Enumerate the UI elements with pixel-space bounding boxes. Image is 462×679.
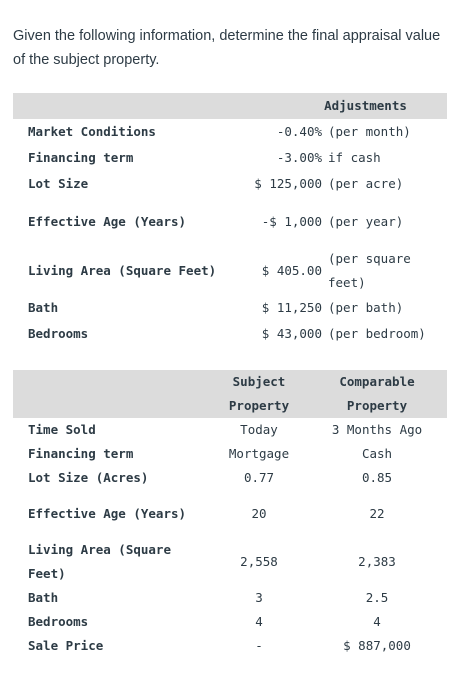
- table-row: Living Area (Square Feet) $ 405.00 (per …: [13, 246, 447, 295]
- adjustment-unit: (per bath): [328, 300, 404, 315]
- table-row: Bath 3 2.5: [13, 586, 447, 610]
- adjustments-header-row: Adjustments: [13, 93, 447, 119]
- adjustment-value: -$ 1,000: [261, 213, 322, 229]
- comparable-value: 0.85: [361, 470, 393, 485]
- row-label: Financing term: [28, 446, 134, 461]
- table-row: Effective Age (Years) -$ 1,000 (per year…: [13, 197, 447, 246]
- adjustment-value: $ 11,250: [261, 300, 322, 315]
- table-row: Living Area (Square Feet) 2,558 2,383: [13, 538, 447, 586]
- subject-value: 3: [255, 590, 263, 605]
- table-row: Effective Age (Years) 20 22: [13, 490, 447, 538]
- subject-header: Subject Property: [211, 370, 307, 418]
- comparable-value: Cash: [361, 446, 393, 461]
- comparable-value: 3 Months Ago: [331, 422, 423, 437]
- adjustment-label: Market Conditions: [28, 124, 156, 139]
- adjustments-header: Adjustments: [224, 93, 447, 119]
- table-row: Financing term Mortgage Cash: [13, 442, 447, 466]
- adjustment-label: Lot Size: [28, 176, 89, 191]
- adjustment-value: -0.40%: [276, 124, 322, 139]
- comparable-value: 4: [373, 614, 381, 629]
- adjustment-label: Living Area (Square Feet): [28, 262, 217, 278]
- adjustment-value: $ 43,000: [261, 326, 322, 341]
- subject-value: Today: [240, 422, 278, 437]
- comparable-value: 2,383: [358, 554, 396, 569]
- comparison-table: Subject Property Comparable Property Tim…: [13, 370, 447, 658]
- table-row: Financing term -3.00% if cash: [13, 145, 447, 171]
- adjustment-unit: (per acre): [328, 176, 404, 191]
- subject-value: 20: [251, 506, 267, 521]
- adjustment-label: Effective Age (Years): [28, 213, 187, 229]
- row-label: Bath: [28, 590, 59, 605]
- question-text: Given the following information, determi…: [13, 28, 441, 68]
- adjustment-unit: (per year): [328, 213, 404, 229]
- comparable-value: 22: [369, 506, 385, 521]
- table-row: Bedrooms $ 43,000 (per bedroom): [13, 321, 447, 347]
- subject-value: -: [255, 638, 263, 653]
- adjustment-value: $ 125,000: [254, 176, 322, 191]
- adjustment-unit: (per square feet): [328, 250, 411, 290]
- adjustment-label: Bedrooms: [28, 326, 89, 341]
- adjustment-value: -3.00%: [276, 150, 322, 165]
- row-label: Sale Price: [28, 638, 104, 653]
- subject-value: Mortgage: [228, 446, 290, 461]
- comparable-value: $ 887,000: [343, 638, 411, 653]
- row-label: Time Sold: [28, 422, 96, 437]
- table-row: Time Sold Today 3 Months Ago: [13, 418, 447, 442]
- header-blank-cell: [13, 370, 211, 418]
- comparable-header: Comparable Property: [307, 370, 447, 418]
- row-label: Bedrooms: [28, 614, 89, 629]
- row-label: Effective Age (Years): [28, 506, 187, 521]
- adjustment-label: Financing term: [28, 150, 134, 165]
- adjustment-unit: if cash: [328, 150, 381, 165]
- table-row: Bedrooms 4 4: [13, 610, 447, 634]
- table-row: Market Conditions -0.40% (per month): [13, 119, 447, 145]
- row-label: Lot Size (Acres): [28, 470, 149, 485]
- adjustment-unit: (per month): [328, 124, 411, 139]
- table-row: Lot Size (Acres) 0.77 0.85: [13, 466, 447, 490]
- subject-value: 4: [255, 614, 263, 629]
- comparison-header-row: Subject Property Comparable Property: [13, 370, 447, 418]
- comparable-value: 2.5: [365, 590, 389, 605]
- adjustment-label: Bath: [28, 300, 59, 315]
- adjustment-value: $ 405.00: [261, 262, 322, 278]
- subject-value: 2,558: [240, 554, 278, 569]
- row-label: Living Area (Square Feet): [28, 542, 171, 581]
- header-blank-cell: [13, 93, 224, 119]
- table-row: Bath $ 11,250 (per bath): [13, 295, 447, 321]
- adjustments-table: Adjustments Market Conditions -0.40% (pe…: [13, 93, 447, 347]
- subject-value: 0.77: [243, 470, 275, 485]
- adjustment-unit: (per bedroom): [328, 326, 426, 341]
- table-row: Sale Price - $ 887,000: [13, 634, 447, 658]
- table-row: Lot Size $ 125,000 (per acre): [13, 171, 447, 197]
